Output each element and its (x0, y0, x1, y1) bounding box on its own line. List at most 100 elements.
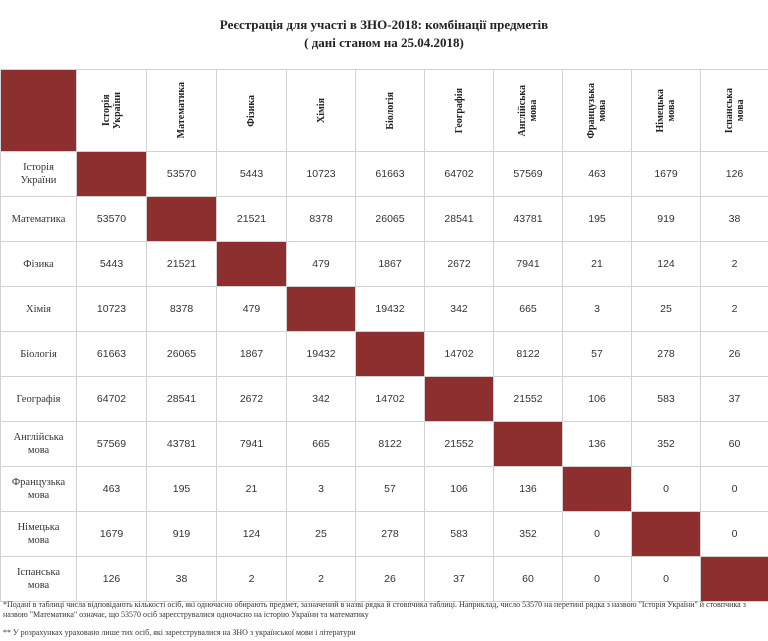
value-cell: 463 (562, 151, 632, 197)
value-cell: 479 (216, 286, 287, 332)
value-cell: 2672 (216, 376, 287, 422)
column-header-label: Біологія (384, 91, 396, 130)
value-cell: 37 (424, 556, 494, 602)
value-cell: 43781 (493, 196, 563, 242)
value-cell: 7941 (493, 241, 563, 287)
value-cell: 7941 (216, 421, 287, 467)
table-row: Німецька мова 1679 919 124 25 278 583 352 0 0 (0, 511, 768, 557)
column-header: Німецька мова (631, 69, 701, 152)
value-cell: 8122 (493, 331, 563, 377)
value-cell: 53570 (76, 196, 147, 242)
row-header: Біологія (0, 331, 77, 377)
row-header: Англійська мова (0, 421, 77, 467)
value-cell: 57 (562, 331, 632, 377)
value-cell: 43781 (146, 421, 217, 467)
value-cell: 2 (700, 241, 768, 287)
value-cell: 1679 (631, 151, 701, 197)
column-header: Математика (146, 69, 217, 152)
value-cell: 25 (631, 286, 701, 332)
value-cell: 60 (493, 556, 563, 602)
value-cell: 2672 (424, 241, 494, 287)
value-cell: 38 (146, 556, 217, 602)
value-cell: 352 (493, 511, 563, 557)
value-cell: 919 (631, 196, 701, 242)
value-cell: 3 (286, 466, 356, 512)
value-cell: 21 (216, 466, 287, 512)
value-cell: 53570 (146, 151, 217, 197)
value-cell: 21552 (493, 376, 563, 422)
value-cell: 37 (700, 376, 768, 422)
value-cell: 665 (286, 421, 356, 467)
value-cell: 14702 (355, 376, 425, 422)
value-cell: 10723 (286, 151, 356, 197)
value-cell: 479 (286, 241, 356, 287)
table-row: Математика 53570 21521 8378 26065 28541 43781 1… (0, 196, 768, 242)
column-header: Іспанська мова (700, 69, 768, 152)
header-row: Історія України Математика Фізика Хімія Біол… (0, 69, 768, 152)
column-header: Фізика (216, 69, 287, 152)
value-cell: 2 (286, 556, 356, 602)
footnote-2: ** У розрахунках ураховано лише тих осіб… (3, 628, 356, 637)
row-header: Французька мова (0, 466, 77, 512)
column-header-label: Французька мова (586, 82, 608, 139)
title-line-2: ( дані станом на 25.04.2018) (304, 35, 464, 50)
value-cell: 1679 (76, 511, 147, 557)
value-cell: 8378 (146, 286, 217, 332)
diagonal-cell (631, 511, 701, 557)
diagonal-cell (700, 556, 768, 602)
row-header: Хімія (0, 286, 77, 332)
value-cell: 463 (76, 466, 147, 512)
value-cell: 126 (700, 151, 768, 197)
value-cell: 2 (700, 286, 768, 332)
value-cell: 1867 (216, 331, 287, 377)
value-cell: 0 (700, 511, 768, 557)
row-header: Історія України (0, 151, 77, 197)
value-cell: 8378 (286, 196, 356, 242)
row-header: Математика (0, 196, 77, 242)
value-cell: 352 (631, 421, 701, 467)
value-cell: 64702 (76, 376, 147, 422)
value-cell: 583 (424, 511, 494, 557)
column-header: Географія (424, 69, 494, 152)
value-cell: 0 (562, 511, 632, 557)
table-row: Французька мова 463 195 21 3 57 106 136 0 0 (0, 466, 768, 512)
row-header: Німецька мова (0, 511, 77, 557)
value-cell: 665 (493, 286, 563, 332)
value-cell: 57569 (76, 421, 147, 467)
value-cell: 106 (424, 466, 494, 512)
diagonal-cell (562, 466, 632, 512)
value-cell: 14702 (424, 331, 494, 377)
column-header-label: Фізика (246, 94, 257, 127)
diagonal-cell (216, 241, 287, 287)
value-cell: 0 (631, 466, 701, 512)
row-header: Географія (0, 376, 77, 422)
value-cell: 38 (700, 196, 768, 242)
value-cell: 278 (631, 331, 701, 377)
column-header-label: Іспанська мова (723, 87, 746, 134)
value-cell: 25 (286, 511, 356, 557)
value-cell: 19432 (286, 331, 356, 377)
subject-combination-table: Історія України Математика Фізика Хімія Біол… (0, 69, 768, 602)
footnote-1: *Подані в таблиці числа відповідають кіл… (3, 600, 746, 619)
value-cell: 136 (562, 421, 632, 467)
column-header: Біологія (355, 69, 425, 152)
value-cell: 124 (631, 241, 701, 287)
value-cell: 21521 (146, 241, 217, 287)
value-cell: 61663 (355, 151, 425, 197)
value-cell: 919 (146, 511, 217, 557)
column-header-label: Математика (176, 82, 187, 139)
value-cell: 26 (700, 331, 768, 377)
table-row: Іспанська мова 126 38 2 2 26 37 60 0 0 (0, 556, 768, 602)
table-row: Історія України 53570 5443 10723 61663 64702 5… (0, 151, 768, 197)
value-cell: 26065 (355, 196, 425, 242)
column-header-label: Історія України (100, 91, 123, 130)
column-header-label: Англійська мова (517, 84, 539, 137)
diagonal-cell (493, 421, 563, 467)
column-header-label: Німецька мова (655, 88, 677, 133)
value-cell: 136 (493, 466, 563, 512)
table-row: Біологія 61663 26065 1867 19432 14702 8122 57 27… (0, 331, 768, 377)
value-cell: 5443 (76, 241, 147, 287)
table-body: Історія України 53570 5443 10723 61663 64702 5… (0, 151, 768, 602)
column-header: Історія України (76, 69, 147, 152)
value-cell: 28541 (146, 376, 217, 422)
